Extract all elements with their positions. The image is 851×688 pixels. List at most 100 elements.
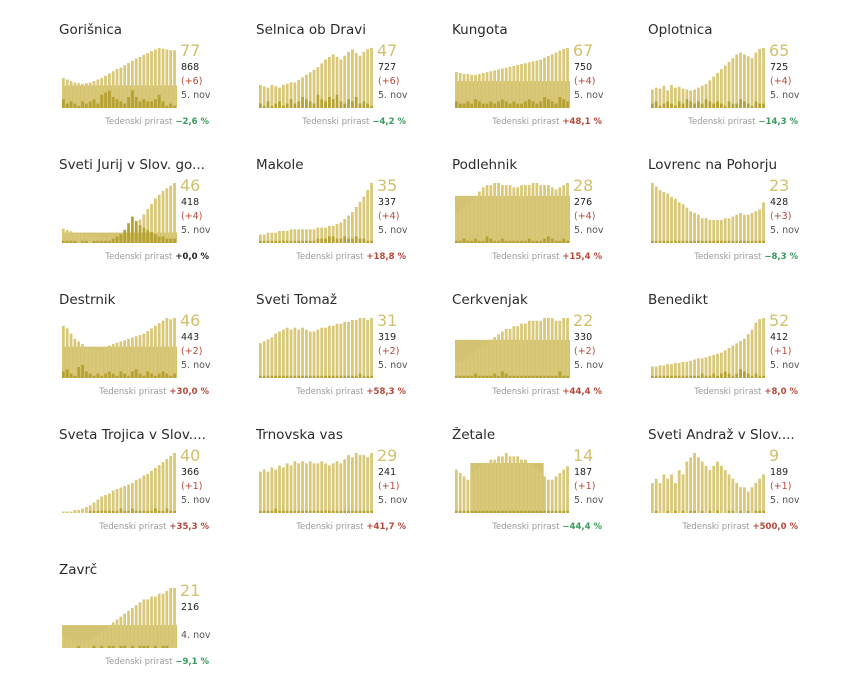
municipality-card[interactable]: Sveti Tomaž 31 319 (+2) 5. nov Tedenski prira…	[256, 292, 436, 412]
avg-bar	[531, 183, 535, 243]
avg-bar	[539, 473, 543, 513]
avg-bar	[142, 599, 146, 648]
avg-bar	[278, 231, 281, 243]
municipality-card[interactable]: Sveta Trojica v Slov.... 40 366 (+1) 5. nov T…	[59, 427, 239, 547]
municipality-card[interactable]: Zavrč 21 216 4. nov Tedenski prirast −9,1 %	[59, 562, 239, 682]
avg-bar	[458, 73, 462, 108]
daily-bar	[119, 371, 123, 378]
sparkline-chart	[259, 318, 373, 378]
avg-bar	[516, 65, 520, 108]
avg-bar	[712, 76, 716, 108]
avg-bar	[723, 65, 727, 108]
daily-bar	[474, 99, 477, 108]
avg-bar	[131, 60, 134, 108]
daily-bar	[366, 240, 370, 243]
daily-bar	[138, 510, 142, 513]
sparkline-chart	[62, 48, 177, 108]
avg-bar	[697, 457, 700, 513]
daily-bar	[547, 99, 550, 108]
daily-bar	[301, 375, 304, 378]
avg-bar	[328, 325, 331, 378]
municipality-card[interactable]: Makole 35 337 (+4) 5. nov Tedenski prirast +18…	[256, 157, 436, 277]
weekly-growth: Tedenski prirast −9,1 %	[59, 649, 209, 668]
municipality-card[interactable]: Podlehnik 28 276 (+4) 5. nov Tedenski prirast…	[452, 157, 632, 277]
daily-bar	[654, 510, 658, 513]
avg-bar	[65, 229, 69, 243]
municipality-card[interactable]: Žetale 14 187 (+1) 5. nov Tedenski prirast −44…	[452, 427, 632, 547]
total-value: 330	[574, 332, 593, 343]
avg-bar	[96, 236, 100, 243]
daily-bar	[674, 375, 677, 378]
municipality-card[interactable]: Sveti Jurij v Slov. go... 46 418 (+4) 5. nov…	[59, 157, 239, 277]
daily-bar	[127, 375, 130, 378]
daily-bar	[754, 510, 758, 513]
avg-bar	[754, 52, 758, 108]
municipality-card[interactable]: Gorišnica 77 868 (+6) 5. nov Tedenski prirast…	[59, 22, 239, 142]
daily-bar	[169, 103, 173, 108]
municipality-card[interactable]: Benedikt 52 412 (+1) 5. nov Tedenski prirast +…	[648, 292, 828, 412]
daily-bar	[362, 101, 366, 108]
daily-bar	[157, 510, 161, 513]
daily-bar	[274, 240, 278, 243]
average-value: 46	[180, 311, 201, 330]
avg-bar	[339, 323, 343, 378]
weekly-growth: Tedenski prirast +35,3 %	[59, 514, 209, 533]
daily-bar	[746, 240, 750, 243]
avg-bar	[566, 318, 569, 378]
municipality-card[interactable]: Selnica ob Dravi 47 727 (+6) 5. nov Tedenski …	[256, 22, 436, 142]
daily-bar	[727, 101, 731, 108]
daily-bar	[285, 375, 289, 378]
avg-bar	[312, 331, 316, 378]
average-value: 22	[573, 311, 594, 330]
daily-bar	[169, 375, 173, 378]
avg-bar	[335, 224, 339, 243]
daily-bar	[716, 240, 719, 243]
avg-bar	[512, 65, 516, 108]
avg-bar	[704, 84, 708, 108]
card-title: Sveta Trojica v Slov....	[59, 427, 206, 443]
area-segment	[455, 339, 460, 378]
average-value: 14	[573, 446, 594, 465]
daily-bar	[104, 240, 107, 243]
avg-bar	[138, 478, 142, 513]
avg-bar	[173, 588, 176, 648]
avg-bar	[69, 511, 73, 513]
daily-bar	[328, 236, 331, 243]
avg-bar	[104, 75, 107, 108]
daily-bar	[289, 510, 293, 513]
daily-bar	[466, 101, 470, 108]
avg-bar	[85, 639, 88, 648]
municipality-card[interactable]: Kungota 67 750 (+4) 5. nov Tedenski prirast +4…	[452, 22, 632, 142]
daily-bar	[173, 238, 176, 243]
avg-bar	[165, 318, 169, 378]
weekly-growth: Tedenski prirast +18,8 %	[256, 244, 406, 263]
avg-bar	[131, 608, 134, 648]
avg-bar	[347, 51, 350, 108]
daily-bar	[677, 240, 681, 243]
avg-bar	[654, 478, 658, 513]
daily-delta: (+2)	[378, 346, 400, 357]
avg-bar	[723, 470, 727, 513]
daily-bar	[654, 375, 658, 378]
municipality-card[interactable]: Oplotnica 65 725 (+4) 5. nov Tedenski prirast…	[648, 22, 828, 142]
daily-delta: (+4)	[574, 76, 596, 87]
daily-bar	[531, 101, 535, 108]
avg-bar	[92, 81, 96, 108]
avg-bar	[165, 188, 169, 243]
avg-bar	[154, 325, 157, 378]
daily-bar	[743, 101, 746, 108]
avg-bar	[274, 86, 278, 108]
municipality-card[interactable]: Lovrenc na Pohorju 23 428 (+3) 5. nov Tedensk…	[648, 157, 828, 277]
avg-bar	[358, 455, 362, 513]
municipality-card[interactable]: Sveti Andraž v Slov.... 9 189 (+1) 5. nov Ted…	[648, 427, 828, 547]
municipality-card[interactable]: Cerkvenjak 22 330 (+2) 5. nov Tedenski priras…	[452, 292, 632, 412]
avg-bar	[354, 453, 358, 513]
avg-bar	[81, 233, 84, 243]
last-date: 5. nov	[181, 225, 211, 236]
municipality-card[interactable]: Destrnik 46 443 (+2) 5. nov Tedenski prirast +…	[59, 292, 239, 412]
avg-bar	[547, 479, 550, 513]
municipality-card[interactable]: Trnovska vas 29 241 (+1) 5. nov Tedenski prir…	[256, 427, 436, 547]
avg-bar	[685, 361, 689, 378]
daily-bar	[316, 510, 320, 513]
daily-bar	[746, 373, 750, 378]
